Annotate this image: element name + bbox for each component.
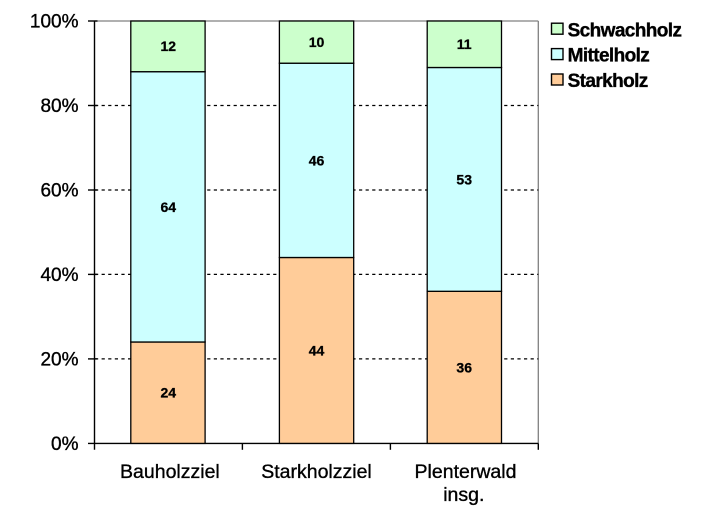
svg-text:53: 53 <box>456 171 472 187</box>
svg-text:Mittelholz: Mittelholz <box>568 46 650 67</box>
svg-text:36: 36 <box>456 359 472 375</box>
svg-text:10: 10 <box>309 34 325 50</box>
svg-text:80%: 80% <box>40 96 78 117</box>
svg-text:Bauholzziel: Bauholzziel <box>120 461 220 483</box>
svg-text:44: 44 <box>309 342 325 358</box>
svg-text:46: 46 <box>309 152 325 168</box>
svg-text:24: 24 <box>161 385 177 401</box>
svg-text:insg.: insg. <box>443 484 484 506</box>
svg-text:11: 11 <box>457 36 472 52</box>
svg-text:Schwachholz: Schwachholz <box>568 20 682 41</box>
svg-text:20%: 20% <box>40 349 78 370</box>
svg-text:Plenterwald: Plenterwald <box>415 461 517 483</box>
svg-text:12: 12 <box>161 38 177 54</box>
svg-text:100%: 100% <box>30 12 79 33</box>
svg-text:64: 64 <box>161 199 177 215</box>
svg-text:Starkholz: Starkholz <box>568 71 648 92</box>
svg-text:Starkholzziel: Starkholzziel <box>261 461 372 483</box>
svg-text:40%: 40% <box>40 265 78 286</box>
svg-text:0%: 0% <box>51 434 79 455</box>
svg-text:60%: 60% <box>40 181 78 202</box>
